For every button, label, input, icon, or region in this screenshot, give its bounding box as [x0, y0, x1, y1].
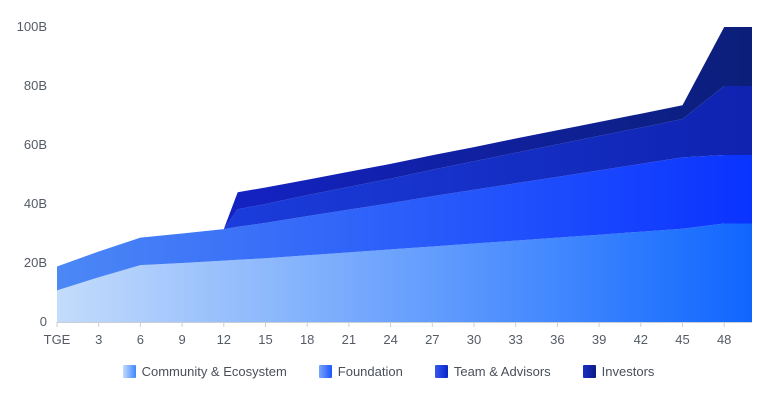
- legend-item: Foundation: [318, 364, 403, 379]
- legend-swatch: [582, 365, 596, 378]
- x-tick-label: 3: [95, 332, 102, 347]
- area-foundation: [57, 155, 752, 291]
- legend-item: Community & Ecosystem: [122, 364, 287, 379]
- y-tick-label: 20B: [24, 255, 47, 270]
- x-tick-label: 48: [717, 332, 731, 347]
- x-tick-label: 6: [137, 332, 144, 347]
- legend-label: Team & Advisors: [453, 364, 551, 379]
- legend-item: Investors: [582, 364, 655, 379]
- area-investors: [223, 27, 753, 230]
- legend-label: Community & Ecosystem: [141, 364, 287, 379]
- x-tick-label: 33: [508, 332, 522, 347]
- legend-swatch: [318, 365, 332, 378]
- legend-swatch: [434, 365, 448, 378]
- y-tick-label: 100B: [17, 19, 47, 34]
- y-tick-label: 60B: [24, 137, 47, 152]
- x-tick-label: 36: [550, 332, 564, 347]
- x-tick-label: 15: [258, 332, 272, 347]
- areas-group: [57, 27, 753, 322]
- legend-label: Foundation: [337, 364, 403, 379]
- x-tick-label: TGE: [44, 332, 71, 347]
- x-tick-label: 12: [217, 332, 231, 347]
- legend: Community & Ecosystem Foundation Team & Ad…: [0, 364, 777, 379]
- x-tick-label: 18: [300, 332, 314, 347]
- legend-item: Team & Advisors: [434, 364, 551, 379]
- stacked-area-chart: TGE 3 6 9 12 15 18 21 24 27 30 33 36 39 42 45 48020B40B6…: [17, 19, 753, 347]
- y-tick-label: 80B: [24, 78, 47, 93]
- x-tick-label: 9: [178, 332, 185, 347]
- x-tick-label: 24: [383, 332, 397, 347]
- x-tick-label: 21: [342, 332, 356, 347]
- x-tick-label: 30: [467, 332, 481, 347]
- y-tick-label: 0: [40, 314, 47, 329]
- y-tick-label: 40B: [24, 196, 47, 211]
- legend-swatch: [122, 365, 136, 378]
- x-tick-label: 39: [592, 332, 606, 347]
- axes-group: TGE 3 6 9 12 15 18 21 24 27 30 33 36 39 42 45 48020B40B6…: [17, 19, 752, 347]
- legend-label: Investors: [601, 364, 655, 379]
- x-tick-label: 42: [634, 332, 648, 347]
- x-tick-label: 45: [675, 332, 689, 347]
- x-tick-label: 27: [425, 332, 439, 347]
- area-community-ecosystem: [57, 223, 752, 322]
- area-team-advisors: [223, 86, 753, 230]
